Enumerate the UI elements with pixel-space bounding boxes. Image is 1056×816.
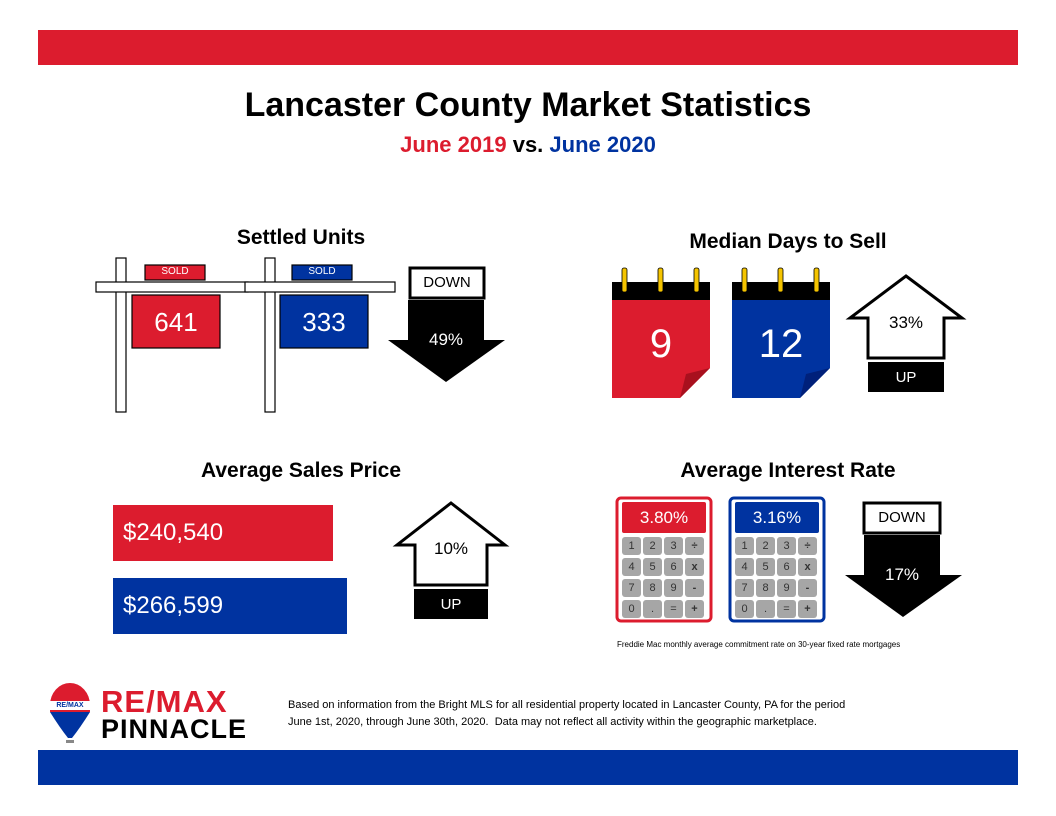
- calendar-icon: [732, 267, 830, 398]
- settled-direction: DOWN: [423, 274, 471, 291]
- calculator-key: 4: [735, 558, 754, 576]
- calculator-key: 6: [664, 558, 683, 576]
- down-label-box: [408, 266, 486, 300]
- disclaimer-line-2: June 1st, 2020, through June 30th, 2020.…: [288, 716, 817, 728]
- sold-label: SOLD: [308, 266, 336, 277]
- calculator-key: 9: [664, 579, 683, 597]
- median-days-2020: 12: [758, 322, 804, 366]
- calculator-key: 8: [756, 579, 775, 597]
- remax-balloon-logo: [50, 683, 90, 743]
- calculator-key: 7: [622, 579, 641, 597]
- down-label-box: [862, 501, 942, 535]
- up-arrow-icon: [392, 501, 510, 587]
- calculator-key: =: [664, 600, 683, 618]
- year-2020: June 2020: [549, 132, 656, 157]
- calculator-key: 0: [622, 600, 641, 618]
- balloon-text: RE/MAX: [56, 702, 84, 709]
- down-arrow-icon: [845, 535, 962, 617]
- calculator-key: 2: [756, 537, 775, 555]
- calculator-key: 5: [643, 558, 662, 576]
- calculator-key: -: [685, 579, 704, 597]
- calculator-key: 1: [735, 537, 754, 555]
- avg-price-heading: Average Sales Price: [200, 459, 402, 482]
- settled-units-2019: 641: [154, 307, 198, 337]
- calculator-key: ÷: [685, 537, 704, 555]
- median-days-change: 33%: [888, 313, 924, 332]
- calculator-key: 7: [735, 579, 754, 597]
- calculator-key: 4: [622, 558, 641, 576]
- calculator-key: 9: [777, 579, 796, 597]
- interest-rate-heading: Average Interest Rate: [680, 459, 896, 482]
- avg-price-direction: UP: [440, 596, 462, 613]
- avg-price-2020: $266,599: [123, 592, 224, 619]
- avg-price-change: 10%: [433, 539, 469, 558]
- calculator-key: x: [798, 558, 817, 576]
- interest-rate-footnote: Freddie Mac monthly average commitment r…: [617, 640, 901, 649]
- calculator-key: .: [756, 600, 775, 618]
- calculator-key: 3: [664, 537, 683, 555]
- interest-rate-2019: 3.80%: [639, 508, 689, 527]
- price-bar-2019: [113, 505, 333, 561]
- down-arrow-icon: [388, 300, 505, 382]
- interest-rate-2020: 3.16%: [752, 508, 802, 527]
- page-subtitle: June 2019 vs. June 2020: [0, 132, 1056, 158]
- disclaimer-line-1: Based on information from the Bright MLS…: [288, 699, 846, 711]
- calculator-key: 1: [622, 537, 641, 555]
- settled-units-heading: Settled Units: [236, 226, 366, 249]
- sold-sign-icon: [244, 257, 396, 413]
- avg-price-2019: $240,540: [123, 519, 224, 546]
- calendar-icon: [612, 267, 710, 398]
- calculator-key: 5: [756, 558, 775, 576]
- interest-rate-direction: DOWN: [878, 509, 926, 526]
- median-days-heading: Median Days to Sell: [689, 230, 887, 253]
- top-red-bar: [38, 30, 1018, 65]
- median-days-2019: 9: [649, 322, 673, 366]
- sold-label: SOLD: [161, 266, 189, 277]
- calculator-key: +: [798, 600, 817, 618]
- sold-sign-icon: [95, 257, 249, 413]
- calculator-key: +: [685, 600, 704, 618]
- calculator-key: ÷: [798, 537, 817, 555]
- calculator-key: .: [643, 600, 662, 618]
- calculator-key: -: [798, 579, 817, 597]
- median-days-direction: UP: [895, 369, 917, 386]
- calculator-key: 8: [643, 579, 662, 597]
- calculator-key: 0: [735, 600, 754, 618]
- logo-pinnacle: PINNACLE: [101, 714, 248, 744]
- calculator-key: =: [777, 600, 796, 618]
- interest-rate-change: 17%: [884, 565, 920, 584]
- price-bar-2020: [113, 578, 347, 634]
- vs-label: vs.: [512, 132, 544, 157]
- calculator-key: 2: [643, 537, 662, 555]
- settled-change: 49%: [428, 330, 464, 349]
- up-arrow-icon: [845, 274, 967, 360]
- calculator-key: 3: [777, 537, 796, 555]
- year-2019: June 2019: [400, 132, 507, 157]
- page-title: Lancaster County Market Statistics: [244, 86, 812, 124]
- logo-remax: RE/MAX: [101, 684, 228, 719]
- up-label-box: [868, 362, 944, 392]
- up-label-box: [414, 589, 488, 619]
- settled-units-2020: 333: [302, 307, 346, 337]
- bottom-blue-bar: [38, 750, 1018, 785]
- calculator-key: x: [685, 558, 704, 576]
- calculator-key: 6: [777, 558, 796, 576]
